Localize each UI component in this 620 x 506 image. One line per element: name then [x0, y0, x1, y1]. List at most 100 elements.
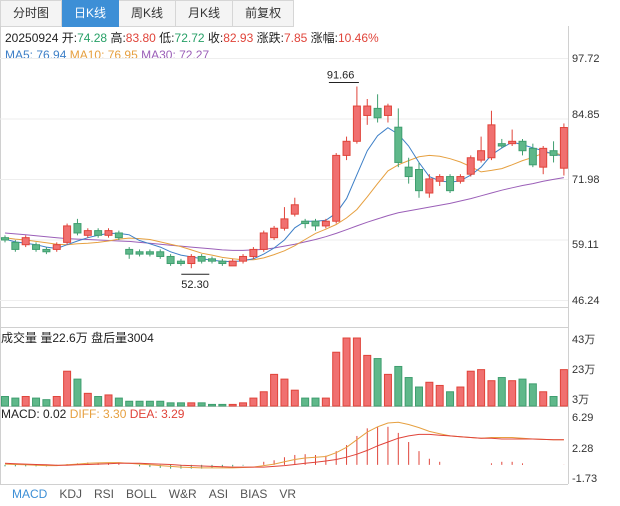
candle-body	[73, 223, 82, 234]
volume-bar	[352, 337, 361, 407]
candle-body	[32, 244, 41, 250]
volume-bar	[311, 397, 320, 407]
volume-tick-3: 3万	[572, 394, 589, 406]
candle-body	[52, 244, 61, 250]
macd-dea-line	[4, 433, 564, 468]
candle-body	[290, 204, 299, 215]
price-tick-1: 97.72	[572, 53, 600, 65]
volume-bar	[518, 378, 527, 407]
after-hours-volume: 盘后量3004	[91, 331, 154, 345]
volume-bar	[104, 394, 113, 407]
price-tick-4: 59.11	[572, 239, 599, 251]
candle-body	[94, 230, 103, 236]
ma10-line	[4, 152, 565, 261]
tab-intraday[interactable]: 分时图	[0, 0, 63, 27]
volume-bar	[456, 386, 465, 407]
candle-body	[11, 241, 20, 250]
volume-bar	[477, 369, 486, 407]
ind-vr[interactable]: VR	[279, 487, 297, 501]
volume-bar	[135, 400, 144, 407]
ind-boll[interactable]: BOLL	[126, 487, 157, 501]
tab-forward-adjusted[interactable]: 前复权	[233, 0, 295, 27]
volume-tick-1: 43万	[572, 334, 595, 346]
candle-body	[332, 154, 341, 222]
tab-weekly-k[interactable]: 周K线	[119, 0, 177, 27]
volume-bar	[466, 370, 475, 407]
macd-tick-3: -1.73	[572, 473, 597, 485]
macd-dea: DEA: 3.29	[129, 407, 185, 421]
volume-bar	[280, 378, 289, 407]
macd-diff: DIFF: 3.30	[69, 407, 127, 421]
candle-body	[363, 105, 372, 116]
ind-macd[interactable]: MACD	[12, 487, 48, 501]
volume-bar	[125, 400, 134, 407]
volume-bar	[404, 377, 413, 407]
volume-bar	[363, 354, 372, 407]
candle-body	[239, 255, 248, 262]
candle-body	[176, 260, 185, 265]
candle-body	[208, 258, 216, 262]
volume-bar	[32, 397, 41, 407]
volume-bar	[145, 400, 154, 407]
close-label: 收:	[207, 31, 224, 45]
open-value: 74.28	[77, 31, 108, 45]
volume-bar	[239, 402, 248, 407]
candle-body	[145, 251, 154, 255]
candle-body	[435, 176, 444, 182]
candle-body	[259, 232, 268, 250]
volume-bar	[218, 403, 227, 407]
high-value: 83.80	[125, 31, 156, 45]
ind-asi[interactable]: ASI	[208, 487, 229, 501]
candle-body	[559, 127, 568, 169]
volume-title: 成交量	[1, 331, 38, 345]
volume-bar	[259, 391, 268, 407]
volume-bars	[1, 337, 568, 407]
candle-body	[549, 150, 558, 156]
volume-bar	[528, 383, 537, 407]
low-value: 72.72	[174, 31, 205, 45]
high-annotation: 91.66	[327, 69, 355, 81]
volume-tick-2: 23万	[572, 364, 595, 376]
candle-body	[466, 157, 475, 175]
candles	[1, 81, 568, 275]
period-tabs: 分时图 日K线 周K线 月K线 前复权	[0, 0, 295, 27]
volume-bar	[425, 381, 434, 407]
ind-wr[interactable]: W&R	[168, 487, 197, 501]
change-value: 7.85	[283, 31, 308, 45]
ind-kdj[interactable]: KDJ	[59, 487, 83, 501]
ind-rsi[interactable]: RSI	[94, 487, 115, 501]
candle-body	[156, 251, 165, 257]
volume-bar	[373, 358, 382, 407]
close-value: 82.93	[223, 31, 254, 45]
candle-body	[342, 140, 351, 156]
ma30-line	[4, 177, 564, 251]
pct-value: 10.46%	[338, 31, 379, 45]
candle-body	[477, 150, 486, 161]
volume-bar	[156, 400, 165, 407]
candle-body	[518, 140, 527, 152]
volume-bar	[94, 396, 103, 407]
change-label: 涨跌:	[256, 31, 284, 45]
volume-bar	[114, 397, 123, 407]
candle-body	[456, 176, 465, 182]
tab-daily-k[interactable]: 日K线	[62, 0, 120, 27]
volume-bar	[208, 403, 216, 407]
price-tick-5: 46.24	[572, 295, 600, 307]
candle-body	[197, 255, 206, 262]
tab-monthly-k[interactable]: 月K线	[176, 0, 234, 27]
candle-body	[301, 220, 310, 225]
volume-bar	[383, 373, 392, 407]
candle-body	[394, 126, 403, 163]
candle-body	[352, 105, 361, 142]
candle-body	[311, 220, 320, 227]
ind-bias[interactable]: BIAS	[240, 487, 268, 501]
volume-amount: 量22.6万	[40, 331, 88, 345]
price-tick-3: 71.98	[572, 174, 600, 186]
ma-lines	[4, 127, 565, 263]
candle-body	[166, 255, 175, 265]
volume-bar	[42, 399, 51, 407]
volume-bar	[559, 369, 568, 407]
candle-body	[218, 260, 227, 265]
macd-series	[4, 421, 565, 469]
